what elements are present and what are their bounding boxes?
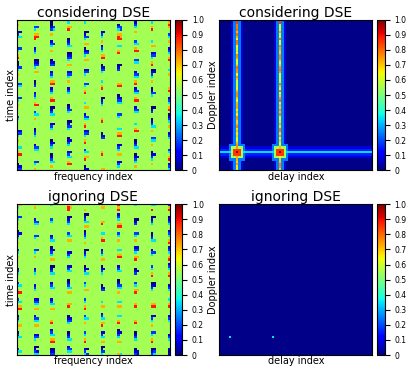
Y-axis label: Doppler index: Doppler index: [208, 245, 218, 314]
X-axis label: frequency index: frequency index: [54, 356, 133, 366]
Title: ignoring DSE: ignoring DSE: [48, 190, 138, 204]
Title: ignoring DSE: ignoring DSE: [251, 190, 341, 204]
X-axis label: frequency index: frequency index: [54, 172, 133, 182]
Title: considering DSE: considering DSE: [239, 6, 352, 20]
Y-axis label: time index: time index: [5, 254, 16, 306]
Y-axis label: Doppler index: Doppler index: [208, 61, 218, 129]
X-axis label: delay index: delay index: [267, 356, 324, 366]
Y-axis label: time index: time index: [5, 69, 16, 121]
Title: considering DSE: considering DSE: [37, 6, 150, 20]
X-axis label: delay index: delay index: [267, 172, 324, 182]
